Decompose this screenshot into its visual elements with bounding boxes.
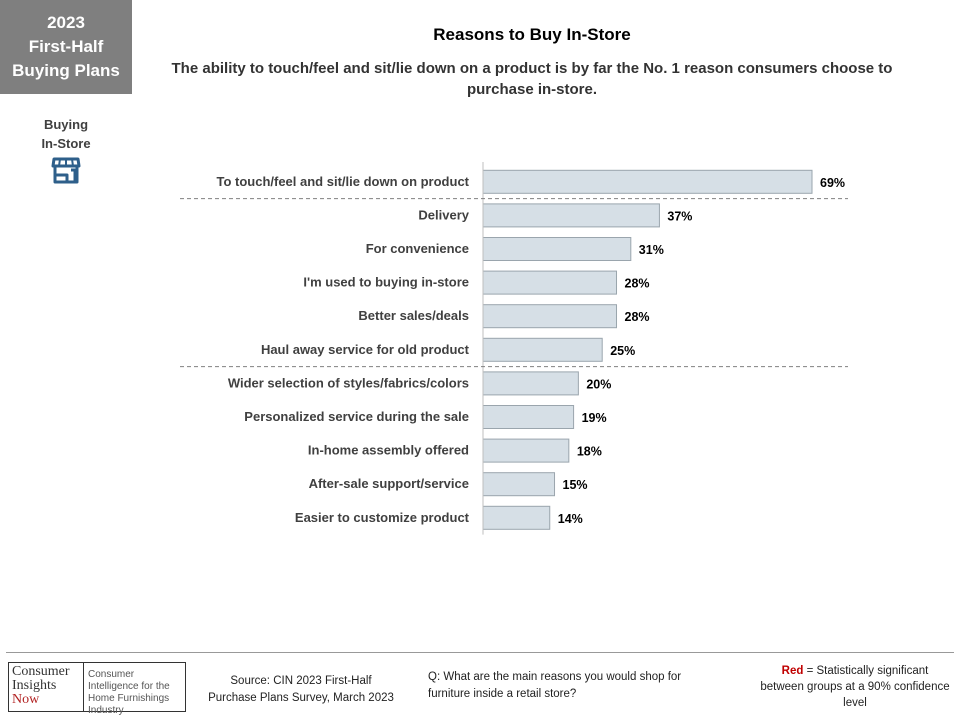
data-label: 31%: [639, 243, 664, 257]
bar: [482, 270, 618, 295]
significance-red-word: Red: [781, 665, 804, 677]
category-label: In-home assembly offered: [308, 443, 469, 458]
data-label: 15%: [563, 478, 588, 492]
category-label: Wider selection of styles/fabrics/colors: [228, 375, 469, 390]
company-logo: Consumer Insights Now Consumer Intellige…: [8, 662, 186, 716]
data-label: 20%: [586, 377, 611, 391]
bar: [482, 438, 570, 463]
bar: [482, 472, 556, 497]
category-label: Easier to customize product: [295, 510, 470, 525]
badge-year: 2023: [47, 13, 85, 32]
data-label: 25%: [610, 344, 635, 358]
data-label: 37%: [667, 209, 692, 223]
bar: [482, 505, 551, 530]
category-label: I'm used to buying in-store: [303, 275, 469, 290]
chart-subtitle: The ability to touch/feel and sit/lie do…: [171, 60, 893, 98]
category-label: Haul away service for old product: [261, 342, 470, 357]
logo-wordmark: Consumer Insights Now: [9, 663, 84, 711]
badge-line2: First-Half: [28, 37, 104, 56]
category-label: Better sales/deals: [358, 308, 469, 323]
bar: [482, 337, 603, 362]
section-label-line1: Buying: [43, 117, 89, 132]
category-label: Delivery: [418, 207, 469, 222]
significance-note: Red = Statistically significant between …: [760, 663, 950, 711]
storefront-icon: [51, 157, 81, 184]
survey-question: Q: What are the main reasons you would s…: [428, 671, 682, 700]
section-label: Buying In-Store: [0, 115, 132, 153]
buying-plans-badge: 2023 First-Half Buying Plans: [0, 0, 132, 94]
category-label: After-sale support/service: [309, 476, 469, 491]
significance-text: = Statistically significant between grou…: [760, 665, 950, 709]
data-label: 18%: [577, 445, 602, 459]
data-label: 19%: [582, 411, 607, 425]
bar: [482, 237, 632, 261]
bar-chart: To touch/feel and sit/lie down on produc…: [180, 162, 848, 535]
category-label: To touch/feel and sit/lie down on produc…: [216, 174, 469, 189]
bar: [482, 169, 813, 194]
bar: [482, 304, 618, 329]
source-note: Source: CIN 2023 First-Half Purchase Pla…: [208, 675, 394, 704]
data-label: 28%: [625, 310, 650, 324]
bar: [482, 405, 575, 429]
logo-tagline: Consumer Intelligence for the Home Furni…: [88, 669, 170, 716]
chart-title: Reasons to Buy In-Store: [433, 25, 631, 44]
category-label: Personalized service during the sale: [244, 409, 469, 424]
data-label: 28%: [625, 277, 650, 291]
section-label-line2: In-Store: [41, 136, 91, 151]
badge-line3: Buying Plans: [12, 61, 120, 80]
category-label: For convenience: [366, 241, 469, 256]
footer-divider: [6, 652, 954, 653]
data-label: 14%: [558, 512, 583, 526]
bar: [482, 203, 660, 228]
bar: [482, 371, 579, 396]
data-label: 69%: [820, 176, 845, 190]
